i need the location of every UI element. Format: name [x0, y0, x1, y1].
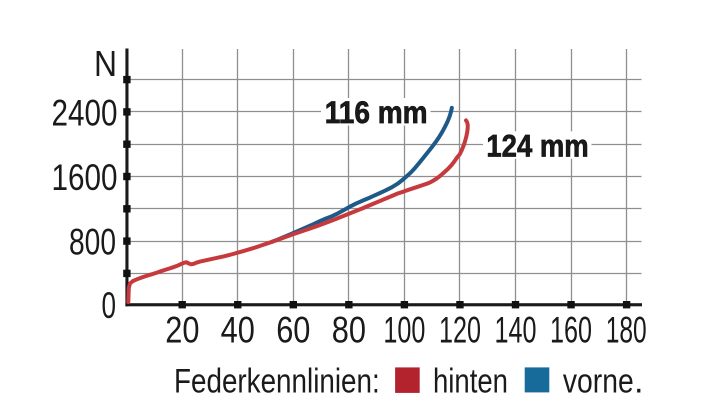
- svg-text:2400: 2400: [52, 92, 118, 133]
- svg-text:20: 20: [165, 310, 199, 351]
- svg-text:Federkennlinien:: Federkennlinien:: [174, 362, 380, 400]
- svg-text:0: 0: [102, 285, 117, 326]
- svg-text:120: 120: [439, 310, 481, 351]
- svg-text:.: .: [634, 362, 644, 400]
- svg-text:vorne: vorne: [563, 362, 634, 400]
- svg-text:40: 40: [221, 310, 255, 351]
- svg-text:160: 160: [550, 310, 592, 351]
- svg-text:hinten: hinten: [433, 362, 508, 400]
- svg-text:180: 180: [606, 310, 647, 351]
- svg-text:100: 100: [383, 310, 425, 351]
- svg-text:80: 80: [332, 310, 366, 351]
- svg-text:1600: 1600: [52, 157, 118, 198]
- svg-text:124 mm: 124 mm: [486, 127, 588, 163]
- svg-text:800: 800: [69, 222, 116, 263]
- svg-text:140: 140: [495, 310, 537, 351]
- svg-text:116 mm: 116 mm: [325, 94, 428, 130]
- svg-text:60: 60: [276, 310, 310, 351]
- svg-text:N: N: [94, 43, 117, 84]
